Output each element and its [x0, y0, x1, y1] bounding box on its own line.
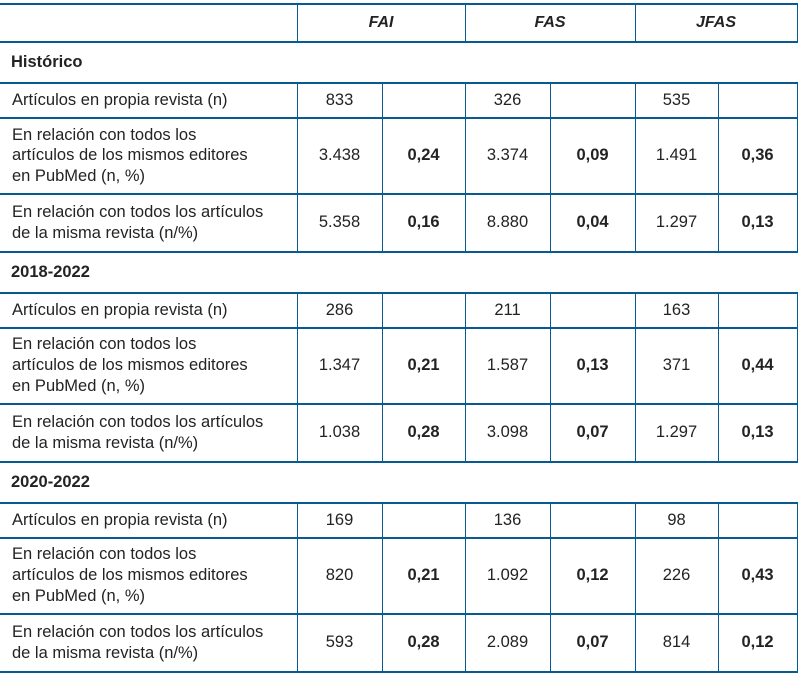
- value-cell: 226: [634, 537, 719, 614]
- value-cell: 326: [464, 82, 551, 118]
- value-cell: 211: [464, 292, 551, 328]
- column-header-jfas: JFAS: [634, 4, 798, 42]
- percent-cell: [717, 82, 798, 118]
- row-label: Artículos en propia revista (n): [12, 90, 228, 109]
- percent-cell: [549, 502, 636, 538]
- section-header-2018-2022: 2018-2022: [0, 252, 798, 293]
- table-row: En relación con todos los artículos de l…: [0, 193, 798, 252]
- value-cell: 1.347: [296, 327, 382, 404]
- percent-cell: 0,13: [717, 403, 798, 462]
- percent-cell: 0,13: [717, 193, 798, 252]
- value-cell: 136: [464, 502, 551, 538]
- table-row: En relación con todos los artículos de l…: [0, 403, 798, 462]
- row-label: En relación con todos los artículos de l…: [12, 622, 264, 662]
- table-header-row: FAI FAS JFAS: [0, 4, 798, 42]
- section-title: 2018-2022: [11, 262, 90, 281]
- percent-cell: 0,36: [717, 117, 798, 194]
- value-cell: 593: [296, 613, 382, 672]
- value-cell: 98: [634, 502, 719, 538]
- value-cell: 286: [296, 292, 382, 328]
- percent-cell: 0,24: [381, 117, 466, 194]
- table-row: En relación con todos los artículos de l…: [0, 117, 798, 194]
- percent-cell: [381, 292, 466, 328]
- percent-cell: 0,12: [549, 537, 636, 614]
- percent-cell: 0,09: [549, 117, 636, 194]
- percent-cell: [717, 292, 798, 328]
- value-cell: 820: [296, 537, 382, 614]
- percent-cell: [549, 292, 636, 328]
- corner-cell: [0, 4, 297, 42]
- column-header-fas: FAS: [464, 4, 636, 42]
- section-header-2020-2022: 2020-2022: [0, 462, 798, 503]
- value-cell: 535: [634, 82, 719, 118]
- table-row: Artículos en propia revista (n) 169 136 …: [0, 502, 798, 538]
- column-header-fai: FAI: [296, 4, 466, 42]
- value-cell: 1.297: [634, 193, 719, 252]
- percent-cell: 0,16: [381, 193, 466, 252]
- value-cell: 3.374: [464, 117, 551, 194]
- value-cell: 1.297: [634, 403, 719, 462]
- percent-cell: 0,12: [717, 613, 798, 672]
- value-cell: 833: [296, 82, 382, 118]
- percent-cell: 0,28: [381, 403, 466, 462]
- percent-cell: 0,21: [381, 327, 466, 404]
- percent-cell: 0,07: [549, 613, 636, 672]
- row-label: En relación con todos los artículos de l…: [12, 203, 264, 242]
- row-label: En relación con todos los artículos de l…: [12, 125, 248, 186]
- value-cell: 1.587: [464, 327, 551, 404]
- value-cell: 163: [634, 292, 719, 328]
- table-row: En relación con todos los artículos de l…: [0, 537, 798, 614]
- percent-cell: [381, 502, 466, 538]
- percent-cell: 0,13: [549, 327, 636, 404]
- section-header-historico: Histórico: [0, 42, 798, 83]
- value-cell: 2.089: [464, 613, 551, 672]
- percent-cell: 0,07: [549, 403, 636, 462]
- value-cell: 371: [634, 327, 719, 404]
- percent-cell: 0,28: [381, 613, 466, 672]
- row-label: En relación con todos los artículos de l…: [12, 545, 248, 606]
- row-label: En relación con todos los artículos de l…: [12, 335, 248, 396]
- percent-cell: [381, 82, 466, 118]
- value-cell: 814: [634, 613, 719, 672]
- journal-self-citation-table: FAI FAS JFAS Histórico Artículos en prop…: [0, 3, 798, 673]
- value-cell: 1.491: [634, 117, 719, 194]
- percent-cell: 0,44: [717, 327, 798, 404]
- section-title: Histórico: [11, 53, 83, 71]
- percent-cell: 0,21: [381, 537, 466, 614]
- value-cell: 3.438: [296, 117, 382, 194]
- table-row: Artículos en propia revista (n) 833 326 …: [0, 82, 798, 118]
- value-cell: 8.880: [464, 193, 551, 252]
- percent-cell: [549, 82, 636, 118]
- table-row: Artículos en propia revista (n) 286 211 …: [0, 292, 798, 328]
- row-label: En relación con todos los artículos de l…: [12, 412, 264, 452]
- row-label: Artículos en propia revista (n): [12, 300, 228, 319]
- table-row: En relación con todos los artículos de l…: [0, 613, 798, 672]
- percent-cell: 0,43: [717, 537, 798, 614]
- value-cell: 3.098: [464, 403, 551, 462]
- percent-cell: [717, 502, 798, 538]
- row-label: Artículos en propia revista (n): [12, 510, 228, 529]
- value-cell: 1.038: [296, 403, 382, 462]
- table-row: En relación con todos los artículos de l…: [0, 327, 798, 404]
- percent-cell: 0,04: [549, 193, 636, 252]
- value-cell: 1.092: [464, 537, 551, 614]
- value-cell: 169: [296, 502, 382, 538]
- value-cell: 5.358: [296, 193, 382, 252]
- section-title: 2020-2022: [11, 472, 90, 491]
